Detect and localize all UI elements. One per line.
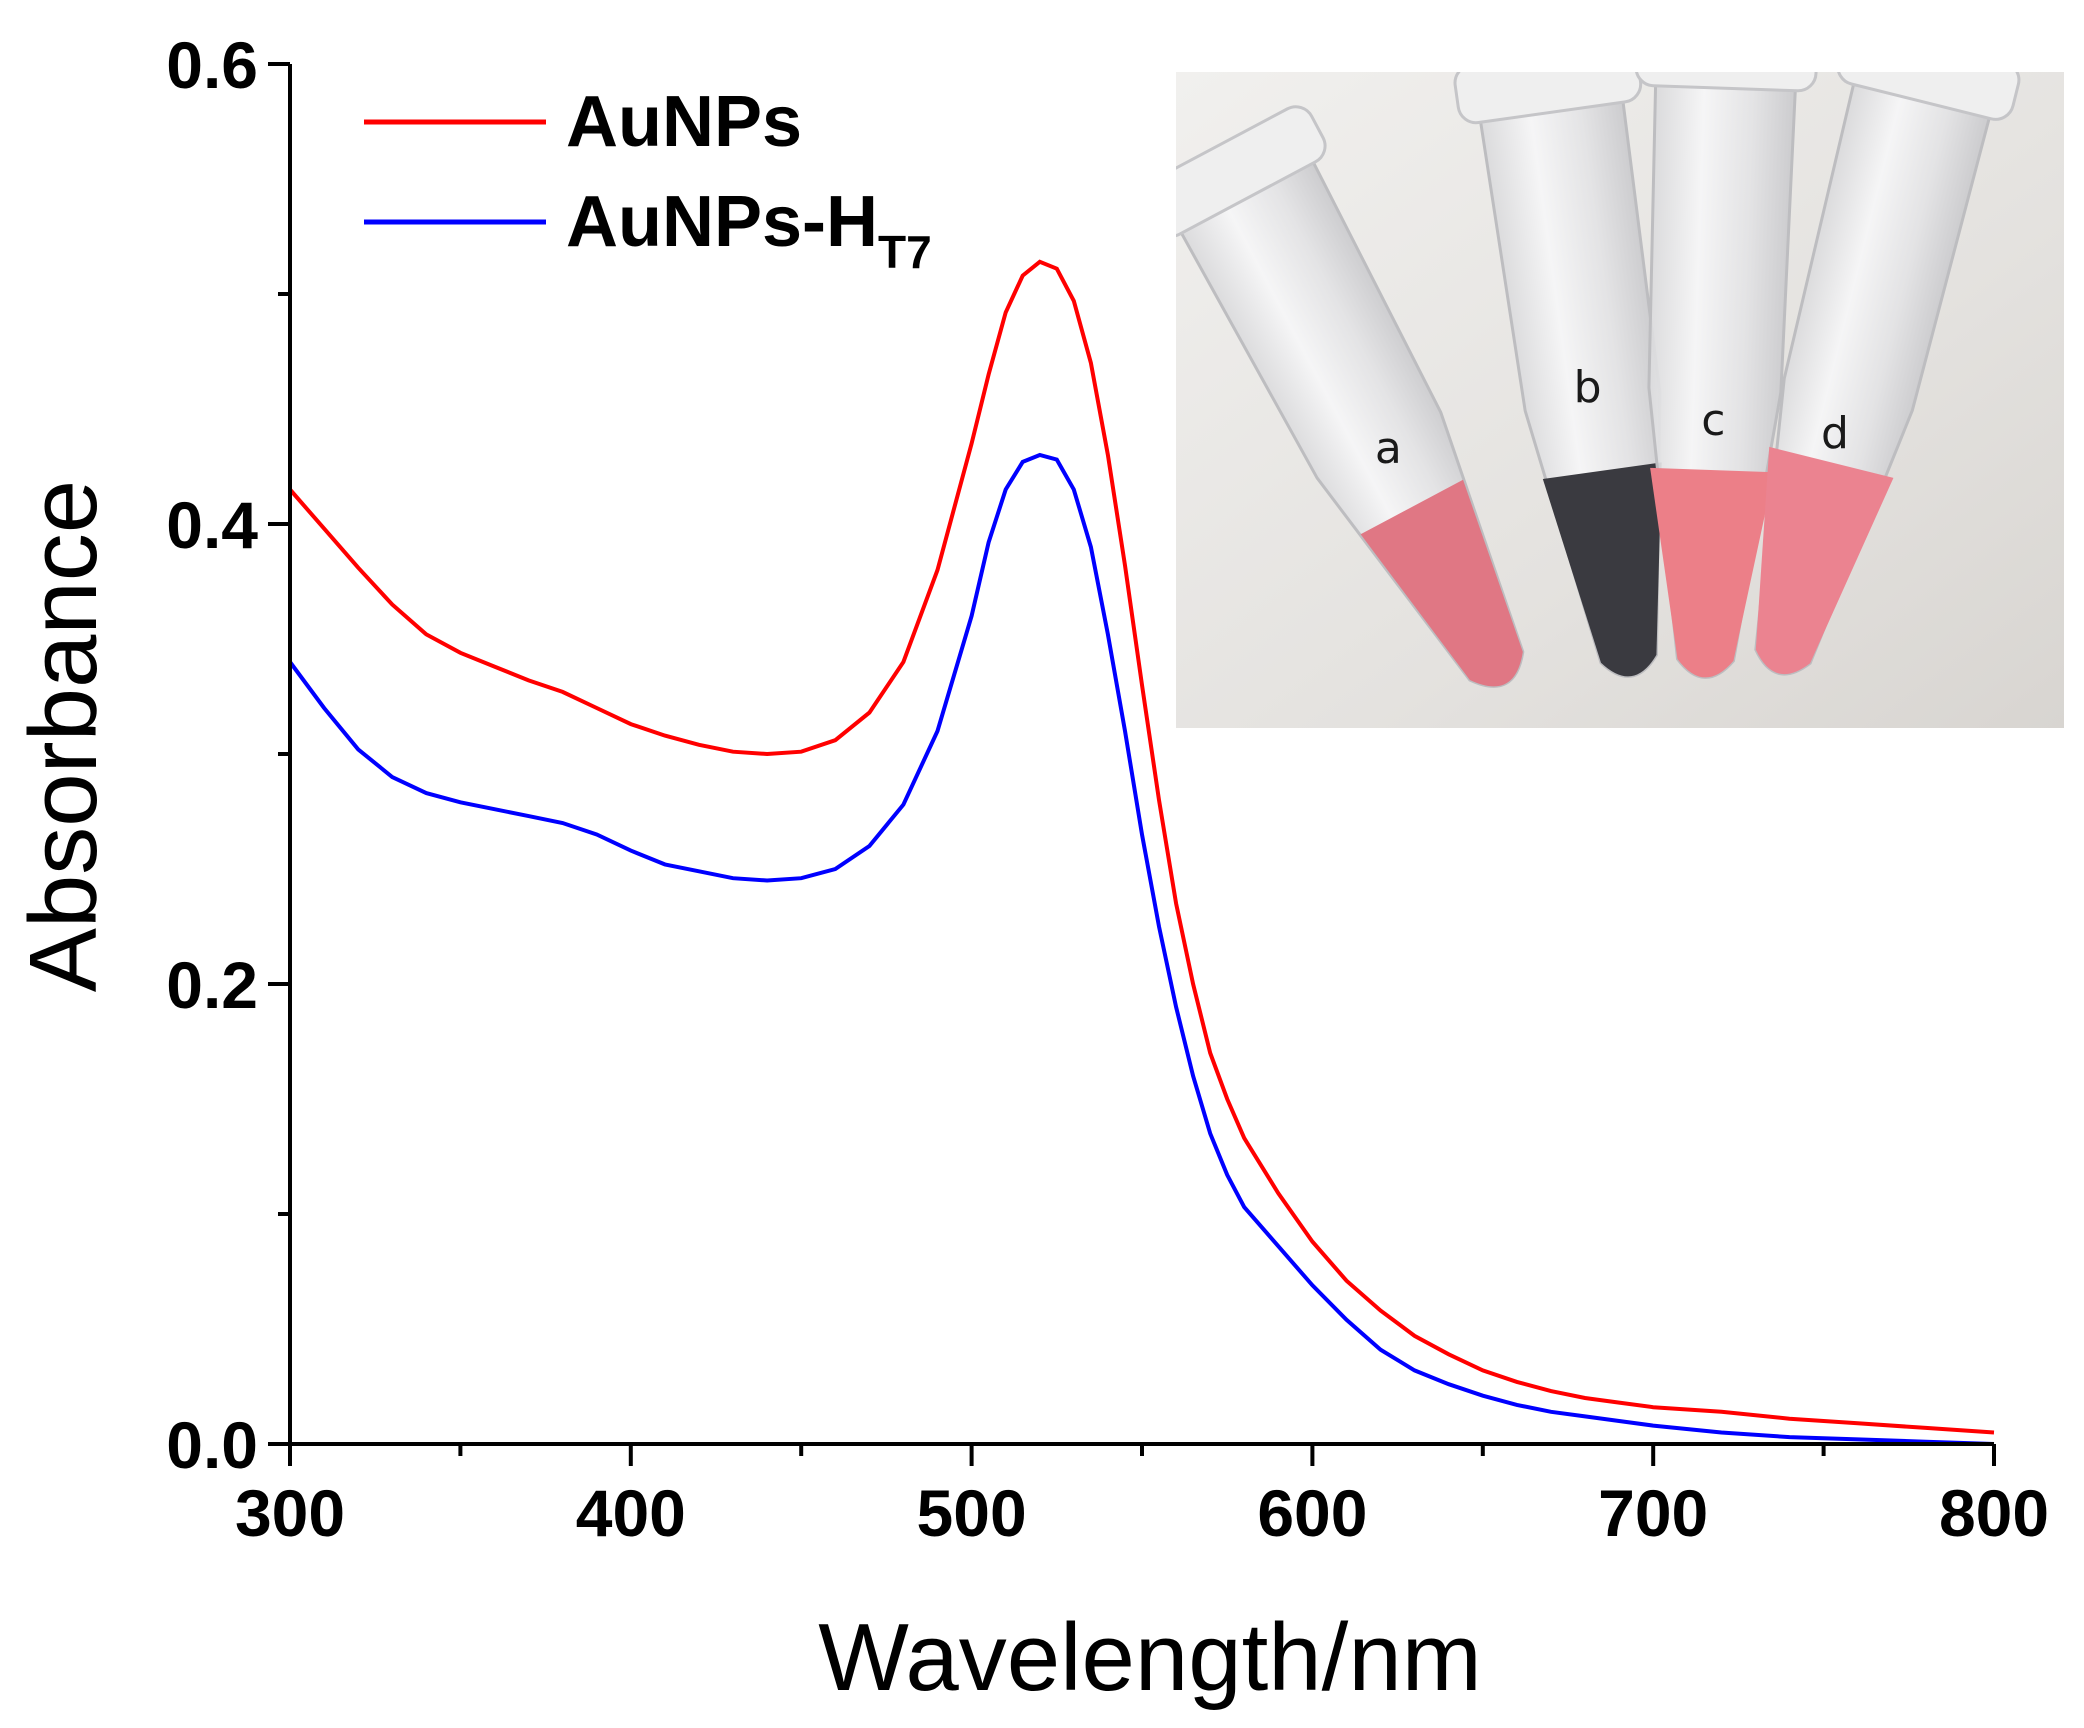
x-axis-title: Wavelength/nm — [818, 1604, 1481, 1711]
legend-label-aunps: AuNPs — [566, 82, 802, 162]
liquid-c — [1650, 467, 1775, 678]
y-tick-label: 0.0 — [166, 1408, 258, 1482]
inset-photo: a b c — [1176, 72, 2064, 728]
x-tick-label: 700 — [1598, 1476, 1708, 1550]
tube-b: b — [1453, 72, 1662, 678]
y-axis-title: Absorbance — [10, 480, 117, 992]
legend: AuNPs AuNPs-HT7 — [364, 82, 932, 278]
tube-label-c: c — [1701, 395, 1725, 446]
tube-a: a — [1176, 105, 1525, 688]
series-layer — [288, 259, 1995, 1446]
legend-label-aunps-ht7: AuNPs-HT7 — [566, 182, 932, 278]
x-tick-label: 600 — [1257, 1476, 1367, 1550]
tube-c: c — [1634, 72, 1819, 679]
legend-label-subscript: T7 — [878, 226, 932, 278]
tube-label-a: a — [1375, 423, 1402, 474]
x-tick-label: 400 — [576, 1476, 686, 1550]
liquid-b — [1542, 462, 1662, 677]
y-tick-label: 0.4 — [166, 488, 258, 562]
x-tick-label: 300 — [235, 1476, 345, 1550]
x-tick-label: 500 — [917, 1476, 1027, 1550]
y-tick-label: 0.2 — [166, 948, 258, 1022]
axes: 300 400 500 600 700 800 0.0 0.2 0.4 0.6 — [166, 28, 2049, 1550]
liquid-a — [1360, 479, 1523, 687]
tube-label-d: d — [1821, 408, 1849, 459]
series-line-aunps — [288, 259, 1995, 1435]
tube-d: d — [1754, 72, 2021, 676]
liquid-d — [1755, 446, 1894, 674]
tube-label-b: b — [1574, 362, 1602, 413]
x-tick-label: 800 — [1939, 1476, 2049, 1550]
series-line-aunps-ht7 — [288, 452, 1995, 1446]
y-tick-label: 0.6 — [166, 28, 258, 102]
legend-label-base: AuNPs-H — [566, 182, 878, 262]
